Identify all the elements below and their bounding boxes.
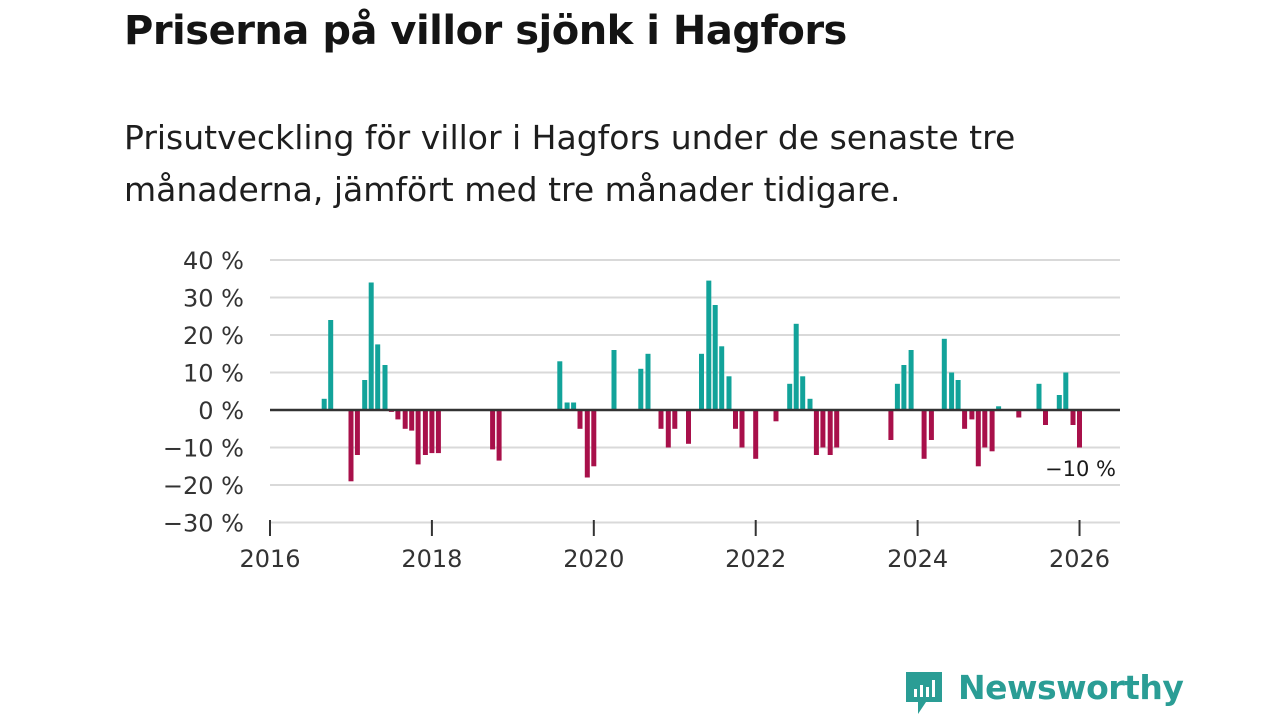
bar: [1043, 410, 1048, 425]
bar: [989, 410, 995, 452]
bar: [1063, 372, 1069, 410]
bar: [827, 410, 833, 455]
bar-chart: 40 % 30 % 20 % 10 % 0 % −10 % −20 % −30 % 2016 20…: [163, 247, 1120, 573]
bar: [949, 372, 955, 410]
bar: [800, 376, 806, 411]
bar: [996, 406, 1002, 411]
bar: [375, 344, 381, 410]
bar: [665, 410, 671, 448]
bar: [557, 361, 563, 411]
x-tick-label: 2020: [563, 545, 624, 573]
bar: [773, 410, 779, 422]
gridlines: [270, 259, 1120, 524]
last-value-annotation: −10 %: [1045, 457, 1116, 481]
bar: [645, 353, 651, 411]
bar: [813, 410, 819, 455]
bar: [584, 410, 590, 478]
bar: [321, 398, 327, 411]
bar: [969, 410, 975, 420]
bar: [348, 410, 354, 482]
bar: [699, 353, 704, 411]
bar: [577, 410, 583, 429]
bar: [395, 410, 401, 420]
tick-labels: 40 % 30 % 20 % 10 % 0 % −10 % −20 % −30 % 2016 20…: [163, 247, 1116, 573]
bar: [429, 410, 435, 454]
bar: [422, 410, 428, 455]
bar: [921, 410, 927, 459]
bar: [894, 383, 900, 411]
bar: [686, 410, 691, 444]
bar: [787, 383, 793, 411]
bar: [368, 282, 374, 410]
bar: [1077, 410, 1082, 448]
x-tick-label: 2026: [1049, 545, 1110, 573]
chart-title: Priserna på villor sjönk i Hagfors: [124, 8, 847, 54]
y-tick-label: −20 %: [163, 472, 244, 500]
bar: [638, 368, 644, 411]
bar: [591, 410, 597, 467]
bar: [888, 410, 894, 440]
bar: [955, 380, 961, 410]
bar: [435, 410, 441, 454]
bar: [328, 320, 334, 410]
bar: [962, 410, 968, 429]
bar: [941, 338, 947, 411]
bar: [733, 410, 738, 429]
newsworthy-logo: Newsworthy: [902, 668, 1184, 718]
bar: [739, 410, 745, 448]
bar: [490, 410, 496, 450]
y-tick-label: 20 %: [183, 322, 244, 350]
bar: [409, 410, 415, 431]
bar: [1036, 383, 1042, 411]
bar: [658, 410, 664, 429]
x-tick-label: 2016: [239, 545, 300, 573]
bar: [672, 410, 678, 429]
bar: [496, 410, 502, 461]
axes: [269, 408, 1120, 536]
bar: [726, 376, 732, 411]
bar: [820, 410, 826, 448]
bar: [807, 398, 813, 411]
bar: [1056, 395, 1062, 410]
bar: [901, 365, 907, 410]
y-tick-label: 10 %: [183, 360, 244, 388]
x-tick-label: 2024: [887, 545, 948, 573]
x-tick-label: 2022: [725, 545, 786, 573]
bar: [975, 410, 981, 467]
y-tick-label: 40 %: [183, 247, 244, 275]
bar: [611, 350, 617, 410]
bar: [834, 410, 840, 448]
bar: [1070, 410, 1076, 425]
bar: [928, 410, 934, 440]
bar: [362, 380, 368, 410]
y-tick-label: −10 %: [163, 435, 244, 463]
bar: [706, 280, 712, 410]
bar: [712, 305, 718, 410]
bar: [402, 410, 408, 429]
bar: [982, 410, 988, 448]
bar: [908, 350, 914, 410]
bar: [571, 402, 577, 410]
y-tick-label: −30 %: [163, 510, 244, 538]
chart-subtitle: Prisutveckling för villor i Hagfors unde…: [124, 118, 1016, 209]
x-tick-label: 2018: [401, 545, 462, 573]
bar: [753, 410, 759, 459]
y-tick-label: 30 %: [183, 285, 244, 313]
newsworthy-logo-icon: [906, 672, 942, 714]
bar: [354, 410, 360, 455]
bar: [719, 346, 725, 411]
bar: [564, 402, 570, 410]
bar: [1016, 410, 1022, 418]
bar: [793, 323, 799, 411]
bar: [382, 365, 388, 410]
y-tick-label: 0 %: [198, 397, 244, 425]
newsworthy-logo-text: Newsworthy: [958, 668, 1184, 707]
bar: [415, 410, 421, 465]
bars: [321, 280, 1082, 482]
